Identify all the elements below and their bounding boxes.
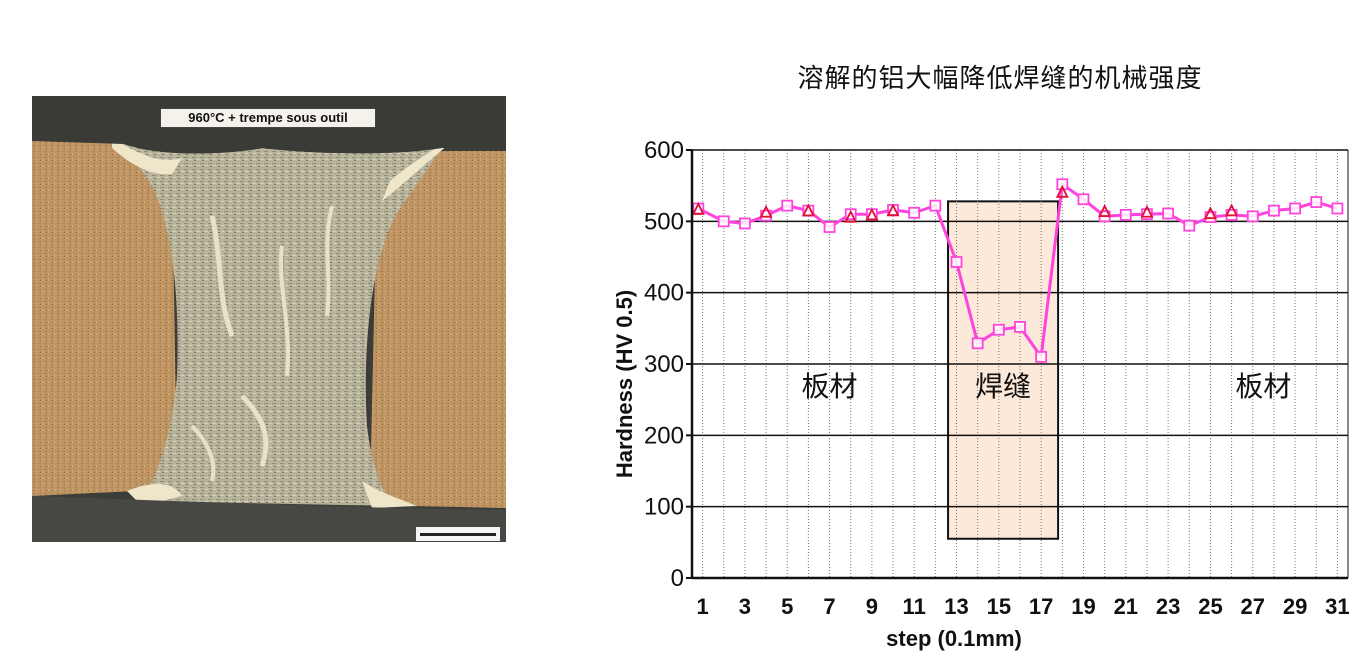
data-point-triangle	[1055, 184, 1069, 198]
x-tick-label: 29	[1283, 594, 1307, 619]
data-point-square	[1331, 202, 1344, 215]
x-tick-label: 19	[1071, 594, 1095, 619]
region-label: 焊缝	[975, 370, 1031, 403]
data-point-square	[823, 221, 836, 233]
x-axis-title: step (0.1mm)	[886, 626, 1022, 651]
weld-region-box	[947, 200, 1060, 540]
label-layer: 板材 焊缝 板材	[802, 370, 1292, 403]
x-tick-label: 15	[987, 594, 1011, 619]
data-point-square	[781, 199, 794, 212]
x-tick-label: 21	[1114, 594, 1138, 619]
data-point-square	[1246, 210, 1259, 223]
y-axis-title: Hardness (HV 0.5)	[612, 290, 637, 478]
data-point-triangle	[1203, 206, 1217, 220]
data-point-square	[717, 215, 730, 228]
data-point-square	[1141, 208, 1153, 221]
data-point-triangle	[691, 201, 705, 215]
hardness-chart: 板材 焊缝 板材 0 100 200 300 400 500 600 1 3 5 7 9 11 13 15 17 1…	[600, 130, 1360, 659]
y-tick-label: 200	[644, 422, 684, 449]
y-tick-label: 600	[644, 137, 684, 164]
data-point-triangle	[844, 209, 858, 223]
data-point-square	[929, 199, 942, 212]
region-label: 板材	[802, 370, 858, 403]
data-point-square	[1035, 350, 1048, 363]
data-point-square	[1014, 321, 1026, 333]
x-tick-label: 27	[1241, 594, 1265, 619]
data-point-square	[1056, 178, 1069, 191]
data-point-triangle	[759, 204, 773, 218]
x-tick-label: 9	[866, 594, 878, 619]
data-point-triangle	[1140, 204, 1154, 218]
x-tick-label: 11	[903, 594, 926, 619]
micrograph-image	[32, 96, 506, 542]
x-tick-label: 13	[944, 594, 968, 619]
data-point-triangle	[1225, 203, 1239, 217]
data-point-square	[844, 208, 857, 221]
x-tick-label: 25	[1198, 594, 1222, 619]
chart-title: 溶解的铝大幅降低焊缝的机械强度	[797, 64, 1203, 94]
y-tick-label: 400	[644, 280, 684, 307]
data-point-triangle	[801, 203, 815, 217]
micrograph-caption: 960°C + trempe sous outil	[160, 108, 376, 128]
series-layer	[691, 178, 1344, 363]
x-tick-label: 7	[823, 594, 835, 619]
data-point-square	[1183, 219, 1196, 232]
data-point-square	[971, 337, 984, 350]
data-point-square	[1268, 204, 1280, 217]
x-tick-label: 3	[739, 594, 751, 619]
region-label: 板材	[1235, 370, 1291, 403]
data-point-square	[908, 206, 921, 219]
x-tick-label: 31	[1325, 594, 1349, 619]
data-point-square	[1289, 202, 1301, 215]
data-point-square	[739, 217, 751, 230]
x-tick-label: 1	[696, 594, 708, 619]
data-point-triangle	[1098, 204, 1112, 217]
data-point-square	[1310, 196, 1323, 208]
y-tick-label: 500	[644, 208, 684, 235]
weld-micrograph	[32, 96, 506, 542]
data-point-square	[1162, 207, 1175, 220]
data-point-square	[1119, 209, 1132, 221]
data-point-square	[1077, 193, 1090, 206]
x-tick-label: 17	[1029, 594, 1053, 619]
x-tick-label: 23	[1156, 594, 1180, 619]
y-tick-label: 100	[644, 494, 684, 521]
y-tick-label: 300	[644, 351, 684, 378]
region-layer	[947, 200, 1060, 540]
data-point-square	[950, 256, 963, 268]
data-point-square	[992, 323, 1005, 336]
x-tick-label: 5	[781, 594, 793, 619]
data-point-triangle	[886, 203, 900, 217]
y-tick-label: 0	[671, 565, 684, 592]
data-point-triangle	[865, 207, 879, 221]
